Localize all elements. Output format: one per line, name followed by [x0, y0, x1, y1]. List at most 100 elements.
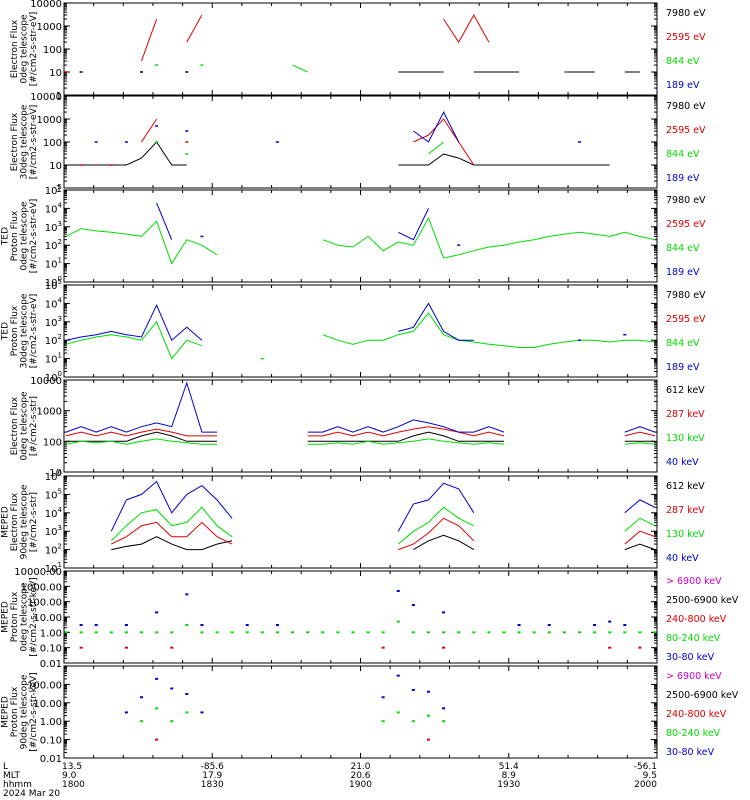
legend-entry: 189 eV [666, 362, 700, 373]
y-axis-label: 90deg telescope [20, 674, 30, 749]
data-point [155, 677, 159, 680]
data-point [64, 631, 68, 634]
y-tick-label: 1.00 [40, 717, 62, 728]
data-point [124, 711, 128, 714]
tick-exponent: 2 [58, 543, 62, 551]
data-point [155, 631, 159, 634]
data-point [547, 631, 551, 634]
legend-entry: 80-240 keV [666, 728, 721, 739]
panel-frame [63, 95, 658, 189]
series-line-3 [398, 302, 474, 341]
data-point [608, 620, 612, 623]
y-axis-label: [#/cm2-s-str-eV] [29, 199, 39, 274]
data-point [185, 693, 189, 696]
tick-exponent: 3 [58, 220, 62, 228]
legend-entry: 7980 eV [666, 290, 706, 301]
series-line-1 [65, 428, 217, 437]
data-point [442, 631, 446, 634]
y-tick-label: 103 [45, 315, 62, 329]
y-tick-label: 103 [45, 524, 62, 538]
y-tick-label: 1.00 [40, 628, 62, 639]
y-tick-label: 0.01 [40, 754, 62, 765]
series-line-3 [156, 202, 173, 240]
legend-entry: 287 keV [666, 505, 705, 516]
y-axis-label: 90deg telescope [20, 484, 30, 559]
data-point [170, 720, 174, 723]
data-point [124, 631, 128, 634]
data-point [140, 696, 144, 699]
data-point [79, 631, 83, 634]
data-point [230, 631, 234, 634]
series-line-3 [110, 480, 233, 532]
data-point [185, 624, 189, 627]
y-tick-label: 1 [56, 91, 62, 102]
tick-exponent: 0 [58, 370, 62, 378]
y-tick-label: 104 [45, 296, 63, 310]
y-tick-label: 106 [45, 469, 63, 483]
series-line-0 [111, 536, 233, 551]
legend-entry: 80-240 keV [666, 633, 721, 644]
data-point [442, 720, 446, 723]
panel-frame [63, 379, 658, 473]
data-point [185, 593, 189, 596]
panel-frame [63, 570, 658, 664]
x-tick-label-mlt: 17.9 [202, 771, 222, 781]
data-point [185, 711, 189, 714]
date-label: 2024 Mar 20 [3, 789, 60, 799]
tick-exponent: 5 [58, 487, 62, 495]
series-line-3 [397, 482, 475, 532]
series-line-1 [398, 517, 475, 551]
y-axis-label: 0deg telescope [20, 582, 30, 652]
tick-exponent: 0 [58, 275, 62, 283]
x-tick-label-hhmm: 1900 [349, 780, 372, 790]
panel-3: TED Proton Flux 0deg telescope [#/cm2-s-str… [1, 189, 706, 283]
legend-entry: 2595 eV [666, 125, 706, 136]
y-tick-label: 10000.00 [14, 567, 62, 578]
data-point [396, 589, 400, 592]
series-line-2 [65, 220, 218, 265]
tick-exponent: 5 [58, 278, 62, 286]
legend-entry: 2595 eV [666, 314, 706, 325]
series-line-2 [292, 64, 308, 73]
data-point [79, 646, 83, 649]
series-line-1 [624, 530, 656, 545]
data-point [291, 631, 295, 634]
data-point [170, 687, 174, 690]
data-point [336, 631, 340, 634]
data-point [593, 624, 597, 627]
y-tick-label: 104 [45, 201, 63, 215]
y-tick-label: 102 [45, 238, 62, 252]
legend-entry: 7980 eV [666, 195, 706, 206]
y-axis-label: MEPED [1, 506, 11, 538]
legend-entry: 130 keV [666, 433, 705, 444]
y-axis-label: Electron Flux [10, 396, 20, 455]
y-axis-label: [#/cm2-s-str-eV] [29, 12, 39, 87]
legend-entry: 844 eV [666, 56, 700, 67]
data-point [155, 738, 159, 741]
x-row-label: L [3, 762, 8, 772]
legend-entry: 30-80 keV [666, 652, 715, 663]
data-point [396, 711, 400, 714]
data-point [124, 624, 128, 627]
legend-entry: 189 eV [666, 173, 700, 184]
data-point [426, 631, 430, 634]
data-point [321, 631, 325, 634]
data-point [442, 646, 446, 649]
tick-exponent: 3 [58, 524, 62, 532]
panel-5: Electron Flux 0deg telescope [#/cm2-s-str]… [10, 379, 705, 473]
x-tick-label-l: 13.5 [62, 762, 82, 772]
data-point [396, 674, 400, 677]
panel-frame [63, 475, 658, 569]
series-line-2 [322, 312, 656, 348]
panel-8: MEPED Proton Flux 90deg telescope [#/cm2-s-… [1, 665, 739, 759]
x-tick-label-mlt: 20.6 [350, 771, 370, 781]
data-point [381, 646, 385, 649]
series-line-3 [624, 499, 656, 514]
data-point [411, 604, 415, 607]
y-tick-label: 102 [45, 543, 62, 557]
data-point [155, 611, 159, 614]
y-tick-label: 0.10 [40, 644, 62, 655]
legend-entry: 240-800 keV [666, 709, 727, 720]
x-tick-label-l: -56.1 [634, 762, 657, 772]
